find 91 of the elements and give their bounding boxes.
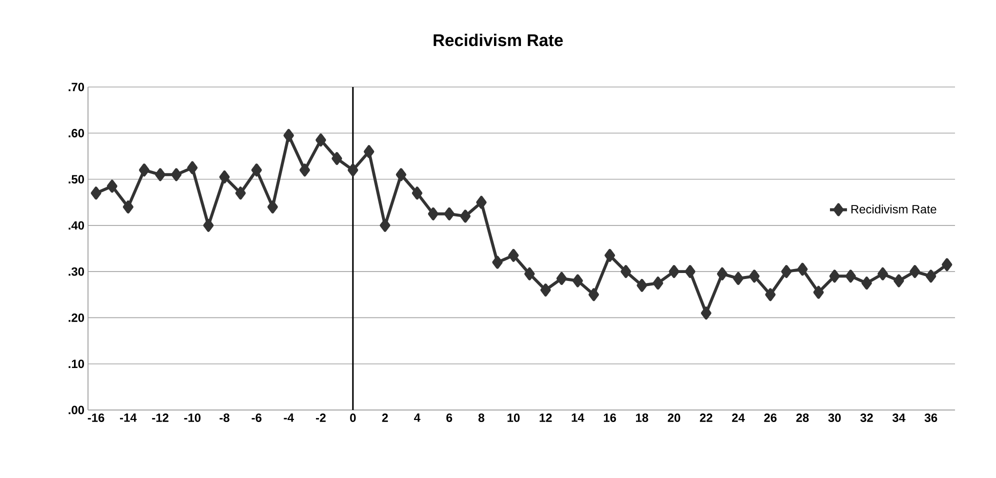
x-tick-label: -12: [152, 414, 168, 422]
x-tick-label: 2: [382, 414, 388, 422]
x-tick-label: 24: [732, 414, 745, 422]
point: [203, 218, 214, 232]
y-tick-label: .50: [68, 175, 84, 184]
x-tick-label: 22: [700, 414, 712, 422]
point: [155, 168, 166, 182]
point: [219, 170, 230, 184]
x-tick-label: 26: [764, 414, 777, 422]
point: [364, 145, 374, 158]
point: [588, 288, 599, 302]
point: [829, 270, 840, 283]
y-tick-label: .70: [68, 82, 84, 92]
x-tick-label: 18: [636, 414, 648, 422]
x-tick-label: 16: [604, 414, 616, 422]
point: [684, 265, 696, 278]
point: [460, 210, 471, 223]
point: [106, 180, 118, 193]
x-tick-label: -6: [252, 414, 262, 422]
point: [476, 196, 487, 209]
point: [283, 128, 294, 142]
point: [861, 276, 872, 290]
point: [700, 306, 712, 320]
point: [572, 274, 583, 288]
x-tick-label: -10: [184, 414, 201, 422]
x-tick-label: 36: [924, 414, 938, 422]
legend-label: Recidivism Rate: [851, 204, 936, 214]
x-tick-label: 28: [796, 414, 809, 422]
point: [235, 186, 246, 200]
y-tick-label: .10: [68, 360, 84, 368]
point: [942, 258, 952, 272]
point: [300, 164, 310, 177]
point: [716, 267, 728, 280]
x-tick-label: 4: [414, 414, 420, 422]
point: [733, 272, 744, 285]
y-tick-label: .20: [68, 313, 84, 322]
point: [444, 207, 454, 220]
point: [171, 168, 182, 182]
point: [781, 265, 792, 278]
point: [508, 248, 519, 262]
point: [894, 274, 904, 288]
point: [492, 256, 503, 269]
point: [90, 186, 102, 200]
point: [749, 270, 760, 283]
point: [122, 200, 134, 214]
point: [878, 267, 888, 280]
x-tick-label: 30: [828, 414, 841, 422]
point: [765, 288, 776, 302]
x-tick-label: 12: [540, 414, 552, 422]
chart-title: Recidivism Rate: [434, 34, 563, 46]
x-tick-label: 10: [508, 414, 520, 422]
point: [556, 272, 567, 285]
y-tick-label: .60: [68, 128, 84, 138]
point: [910, 265, 920, 278]
point: [187, 161, 198, 174]
point: [797, 262, 808, 276]
point: [316, 134, 326, 147]
point: [636, 278, 648, 292]
point: [412, 186, 422, 200]
point: [668, 265, 680, 278]
x-tick-label: -2: [316, 414, 326, 422]
x-tick-label: -4: [284, 414, 294, 422]
x-tick-label: 20: [668, 414, 680, 422]
point: [332, 152, 342, 165]
point: [267, 200, 278, 214]
x-tick-label: 32: [860, 414, 873, 422]
y-tick-label: .40: [68, 221, 84, 230]
x-tick-label: 6: [446, 414, 452, 422]
y-tick-label: .00: [68, 406, 84, 414]
point: [428, 207, 438, 220]
x-tick-label: 34: [892, 414, 906, 422]
point: [540, 284, 551, 296]
point: [380, 218, 390, 232]
point: [604, 248, 616, 262]
point: [348, 164, 358, 177]
point: [652, 276, 664, 290]
point: [138, 164, 150, 177]
x-tick-label: 14: [572, 414, 584, 422]
x-tick-label: -14: [120, 414, 137, 422]
x-tick-label: 8: [478, 414, 484, 422]
x-tick-label: -8: [220, 414, 230, 422]
x-tick-label: -16: [88, 414, 104, 422]
point: [813, 286, 824, 299]
point: [620, 265, 632, 278]
point: [845, 270, 856, 283]
point: [926, 270, 936, 283]
x-tick-label: 0: [350, 414, 356, 422]
point: [251, 164, 262, 177]
point: [524, 267, 535, 280]
point: [396, 168, 406, 182]
y-tick-label: .30: [68, 267, 84, 276]
